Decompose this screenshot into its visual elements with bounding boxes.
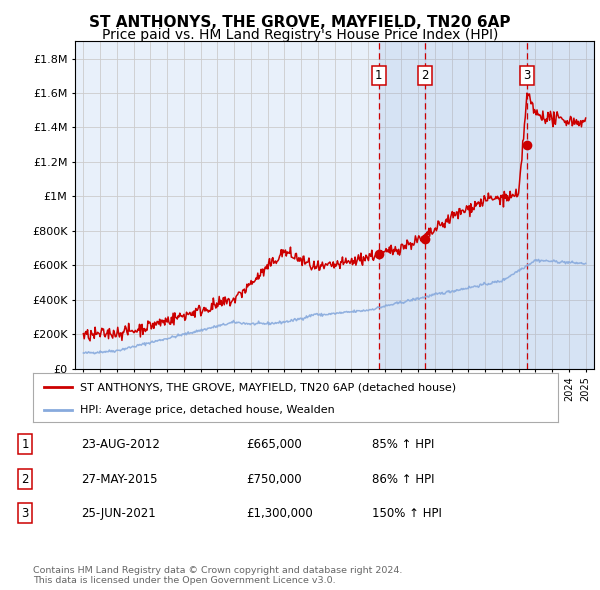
Text: 3: 3 bbox=[523, 69, 530, 82]
Text: Price paid vs. HM Land Registry's House Price Index (HPI): Price paid vs. HM Land Registry's House … bbox=[102, 28, 498, 42]
Text: Contains HM Land Registry data © Crown copyright and database right 2024.
This d: Contains HM Land Registry data © Crown c… bbox=[33, 566, 403, 585]
Text: 2: 2 bbox=[22, 473, 29, 486]
Text: 23-AUG-2012: 23-AUG-2012 bbox=[81, 438, 160, 451]
Text: 1: 1 bbox=[22, 438, 29, 451]
Text: 3: 3 bbox=[22, 507, 29, 520]
Text: ST ANTHONYS, THE GROVE, MAYFIELD, TN20 6AP: ST ANTHONYS, THE GROVE, MAYFIELD, TN20 6… bbox=[89, 15, 511, 30]
Text: 2: 2 bbox=[421, 69, 429, 82]
Bar bbox=[527, 41, 594, 369]
Bar bbox=[379, 41, 425, 369]
Text: 1: 1 bbox=[375, 69, 383, 82]
Text: £665,000: £665,000 bbox=[246, 438, 302, 451]
Bar bbox=[527, 41, 594, 369]
Text: 86% ↑ HPI: 86% ↑ HPI bbox=[372, 473, 434, 486]
Bar bbox=[425, 41, 527, 369]
Text: 150% ↑ HPI: 150% ↑ HPI bbox=[372, 507, 442, 520]
Text: £1,300,000: £1,300,000 bbox=[246, 507, 313, 520]
Text: HPI: Average price, detached house, Wealden: HPI: Average price, detached house, Weal… bbox=[80, 405, 335, 415]
Text: ST ANTHONYS, THE GROVE, MAYFIELD, TN20 6AP (detached house): ST ANTHONYS, THE GROVE, MAYFIELD, TN20 6… bbox=[80, 382, 457, 392]
Text: 27-MAY-2015: 27-MAY-2015 bbox=[81, 473, 157, 486]
Text: £750,000: £750,000 bbox=[246, 473, 302, 486]
Text: 85% ↑ HPI: 85% ↑ HPI bbox=[372, 438, 434, 451]
Text: 25-JUN-2021: 25-JUN-2021 bbox=[81, 507, 156, 520]
